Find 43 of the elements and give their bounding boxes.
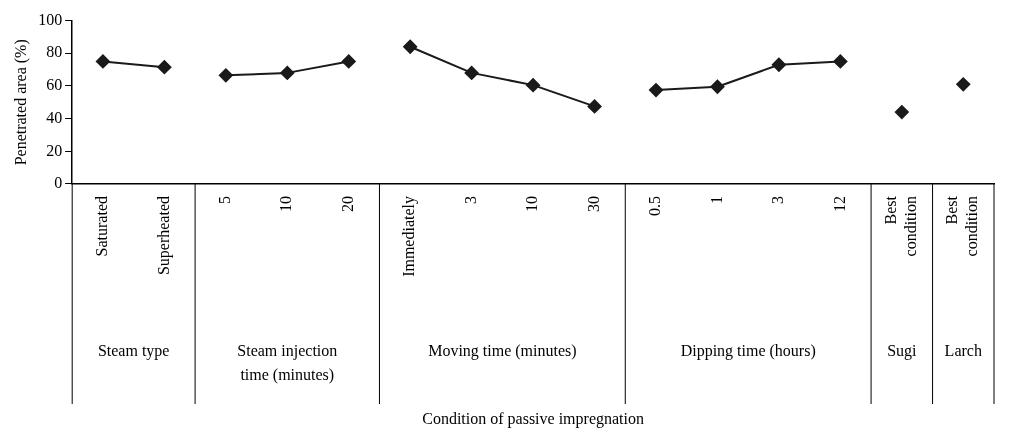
x-tick-label: 1 <box>707 196 725 204</box>
point <box>341 54 356 69</box>
text: Dipping time (hours) <box>680 342 816 361</box>
y-tick-label: 100 <box>38 10 63 28</box>
text: Condition of passive impregnation <box>422 410 644 429</box>
x-tick-label: Saturated <box>93 196 111 257</box>
point <box>587 99 602 114</box>
x-tick-label: Superheated <box>154 196 173 276</box>
point <box>218 68 233 83</box>
point <box>771 57 786 72</box>
x-tick-label: Immediately <box>400 196 419 277</box>
point <box>894 105 909 120</box>
y-tick-label: 80 <box>46 43 63 61</box>
point <box>649 83 664 98</box>
y-tick-label: 60 <box>46 76 63 94</box>
x-tick-label: 3 <box>769 196 787 204</box>
text: Steam type <box>97 342 170 361</box>
x-tick-label: 10 <box>277 196 295 212</box>
point <box>710 79 725 94</box>
point <box>526 78 541 93</box>
text: Sugi <box>887 342 918 361</box>
text: Moving time (minutes) <box>428 342 577 361</box>
y-tick-label: 40 <box>46 108 63 126</box>
x-tick-label: 10 <box>523 196 541 212</box>
y-tick-label: 0 <box>54 174 63 192</box>
point <box>403 39 418 54</box>
x-tick-label: 0.5 <box>646 196 664 216</box>
x-tick-label: Best condition <box>882 195 920 257</box>
x-tick-label: 30 <box>584 196 602 212</box>
y-axis-title: Penetrated area (%) <box>11 39 30 166</box>
x-tick-label: 5 <box>216 196 234 204</box>
x-tick-label: 20 <box>338 196 356 212</box>
x-tick-label: 3 <box>461 196 479 204</box>
point <box>464 65 479 80</box>
point <box>833 54 848 69</box>
point <box>95 54 110 69</box>
x-tick-label: 12 <box>830 196 848 212</box>
y-tick-label: 20 <box>46 141 63 159</box>
text: Steam injection time (minutes) <box>237 342 338 385</box>
point <box>956 77 971 92</box>
point <box>280 65 295 80</box>
point <box>157 60 172 75</box>
text: Larch <box>944 342 982 360</box>
